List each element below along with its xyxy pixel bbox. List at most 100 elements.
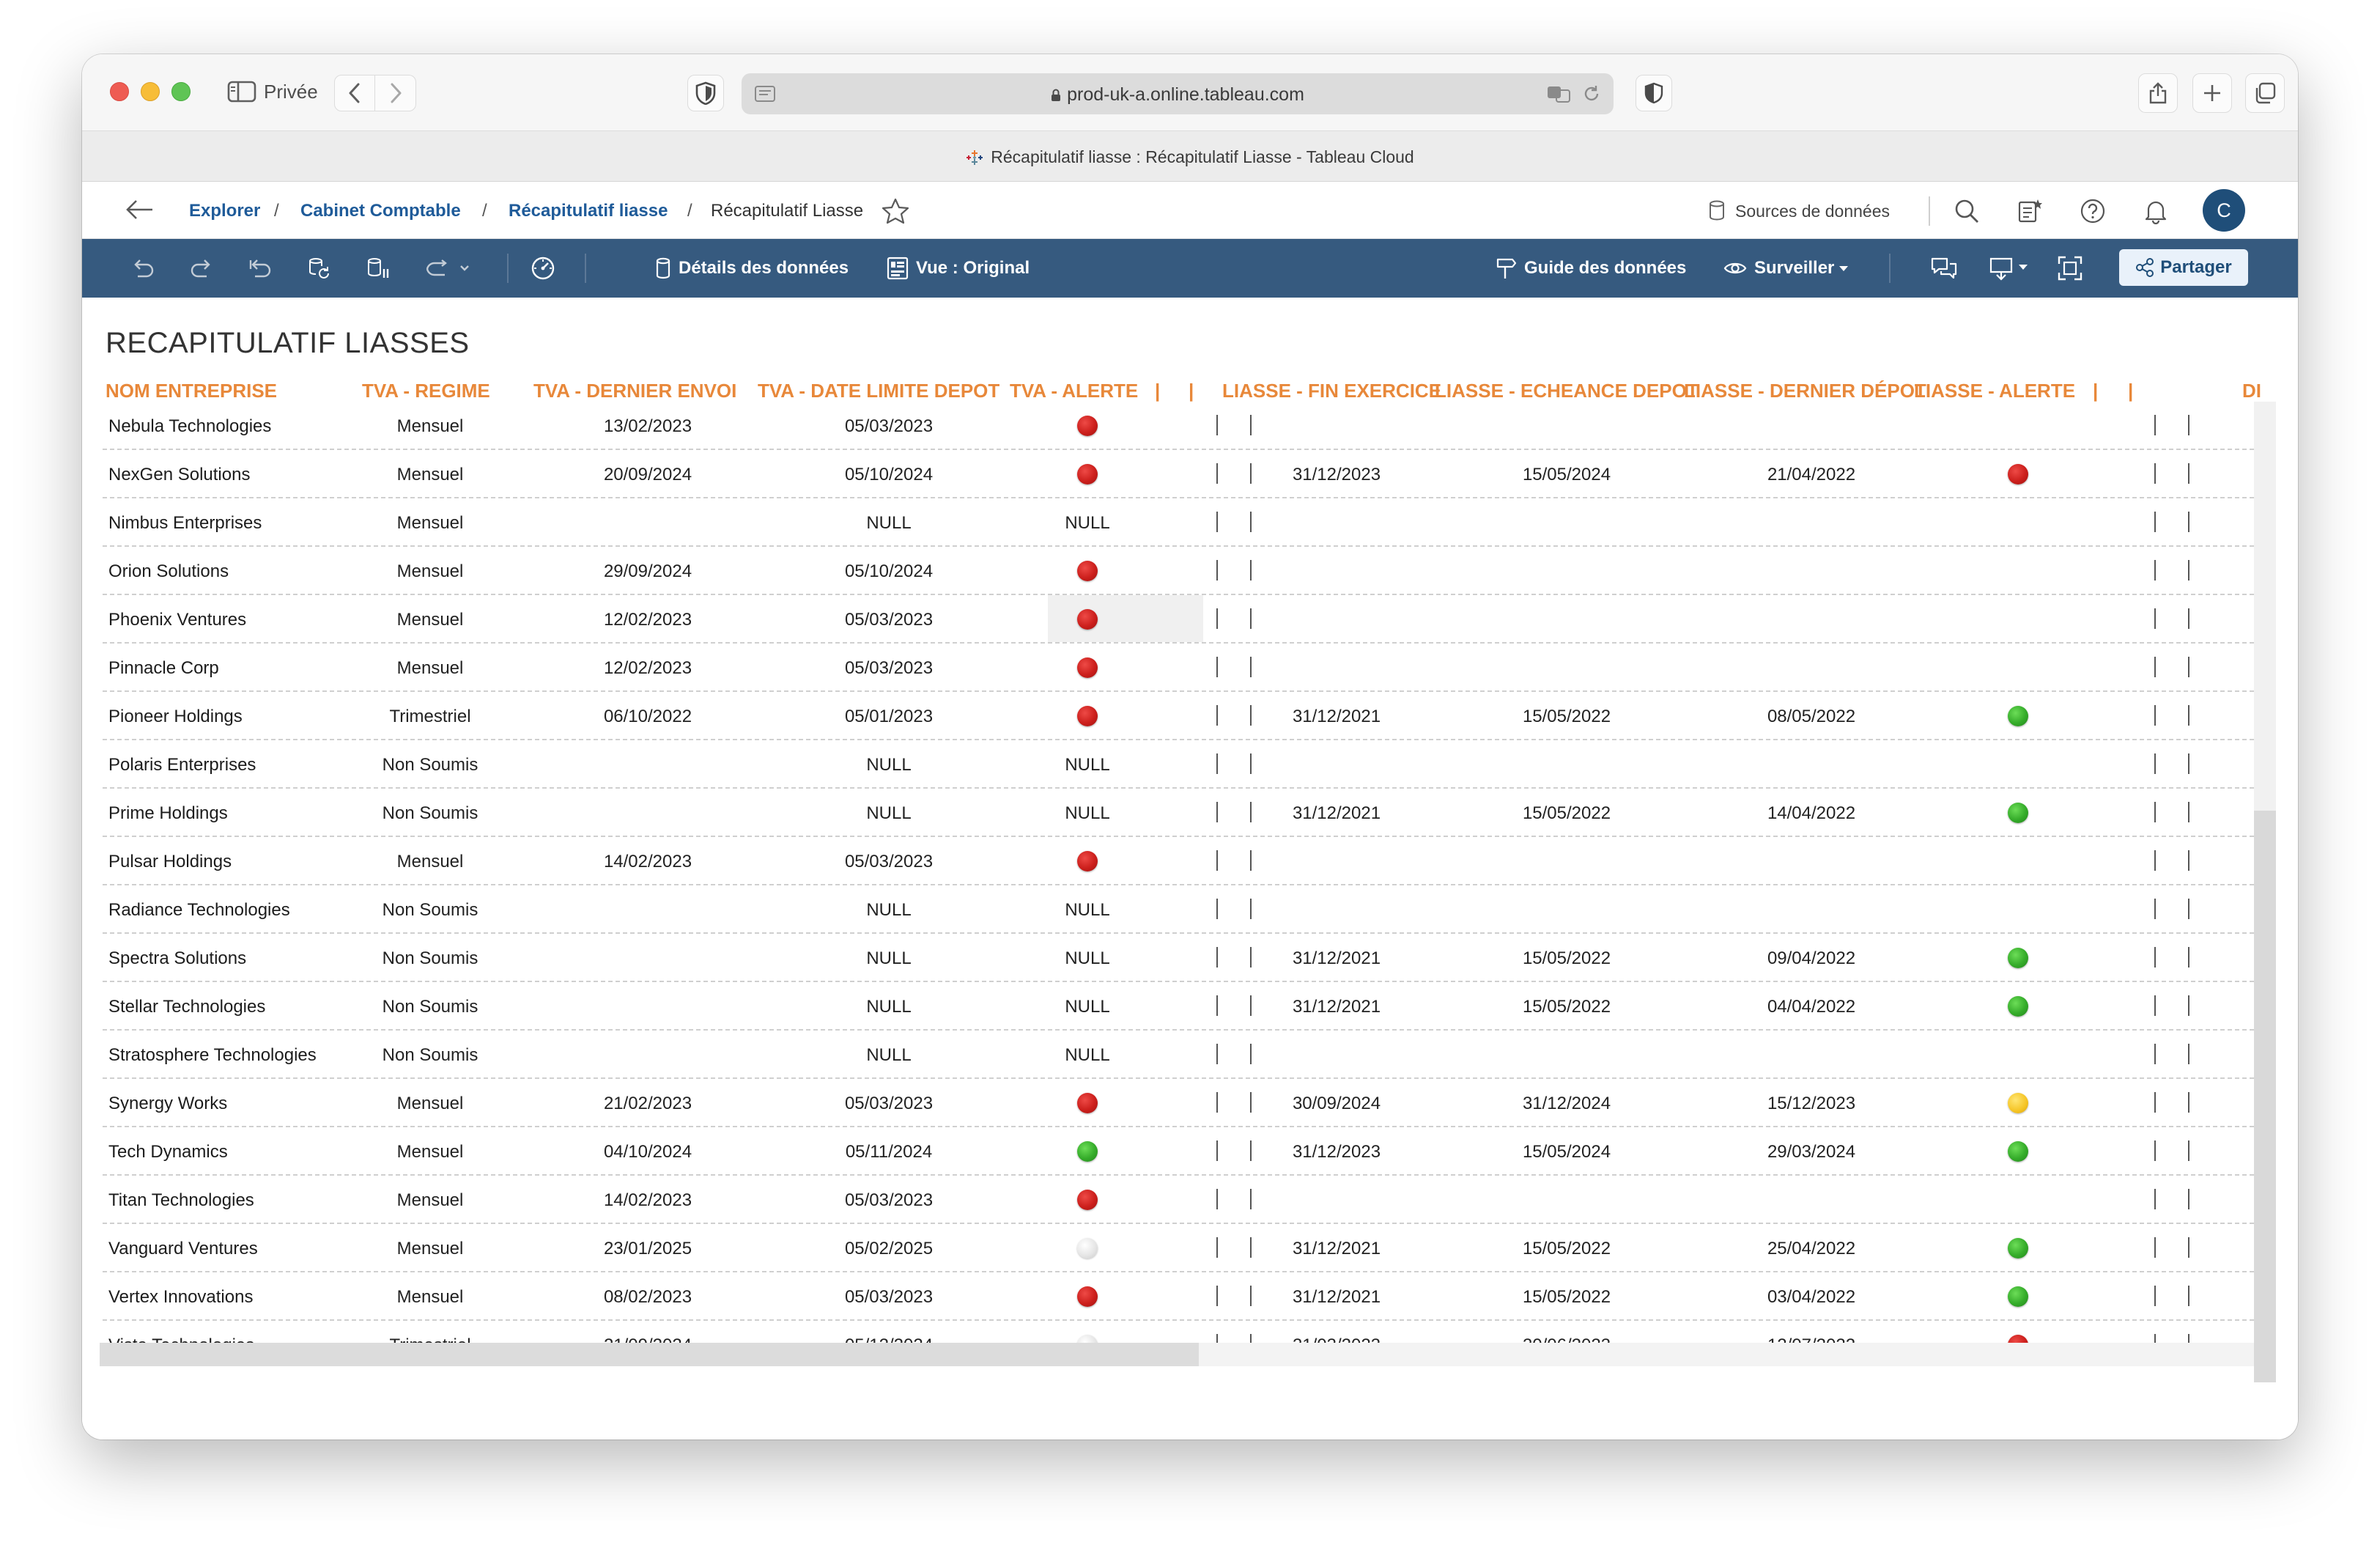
liasse-last-filing-cell[interactable]: 08/05/2022 (1767, 707, 1856, 726)
tva-alert-cell[interactable]: NULL (1065, 997, 1110, 1017)
liasse-fiscal-year-end-cell[interactable]: 30/09/2024 (1292, 1094, 1381, 1113)
column-header[interactable]: NOM ENTREPRISE (106, 380, 278, 402)
performance-gauge-icon[interactable] (528, 254, 558, 283)
address-bar[interactable]: prod-uk-a.online.tableau.com (742, 73, 1614, 114)
tva-alert-cell[interactable]: NULL (1065, 755, 1110, 775)
tva-alert-indicator-red[interactable] (1077, 561, 1098, 581)
liasse-due-date-cell[interactable]: 15/05/2022 (1522, 1287, 1611, 1307)
company-name-cell[interactable]: Stratosphere Technologies (108, 1045, 317, 1065)
company-name-cell[interactable]: Vertex Innovations (108, 1287, 254, 1307)
company-name-cell[interactable]: Tech Dynamics (108, 1142, 228, 1162)
column-header[interactable]: | (2093, 380, 2099, 402)
tva-last-sent-cell[interactable]: 21/02/2023 (603, 1094, 692, 1113)
column-header[interactable]: TVA - ALERTE (1010, 380, 1139, 402)
data-sources-link[interactable]: Sources de données (1735, 202, 1890, 221)
help-icon[interactable] (2077, 195, 2109, 227)
table-row[interactable]: Vertex Innovations Mensuel 08/02/2023 05/03… (103, 1272, 2254, 1321)
liasse-fiscal-year-end-cell[interactable]: 31/12/2021 (1292, 948, 1381, 968)
liasse-alert-indicator-red[interactable] (2008, 1335, 2028, 1343)
tva-regime-cell[interactable]: Mensuel (396, 1190, 464, 1210)
translate-icon[interactable] (1545, 82, 1574, 106)
fullscreen-icon[interactable] (2055, 254, 2085, 283)
tva-alert-indicator-red[interactable] (1077, 609, 1098, 630)
tva-alert-indicator-red[interactable] (1077, 851, 1098, 871)
company-name-cell[interactable]: Polaris Enterprises (108, 755, 256, 775)
tva-deadline-cell[interactable]: 05/11/2024 (845, 1142, 933, 1162)
user-avatar[interactable]: C (2203, 189, 2245, 232)
tva-alert-indicator-grey[interactable] (1077, 1238, 1098, 1258)
liasse-fiscal-year-end-cell[interactable]: 31/12/2021 (1292, 803, 1381, 823)
tva-alert-indicator-red[interactable] (1077, 706, 1098, 726)
liasse-fiscal-year-end-cell[interactable]: 31/12/2021 (1292, 1239, 1381, 1258)
tva-alert-cell[interactable]: NULL (1065, 803, 1110, 823)
refresh-data-icon[interactable] (303, 254, 334, 283)
liasse-fiscal-year-end-cell[interactable]: 31/12/2021 (1292, 1287, 1381, 1307)
tva-deadline-cell[interactable]: 05/10/2024 (844, 561, 934, 581)
content-blocker-icon[interactable] (1636, 75, 1672, 111)
tva-deadline-cell[interactable]: 05/03/2023 (844, 610, 934, 630)
liasse-alert-indicator-green[interactable] (2008, 803, 2028, 823)
tva-alert-indicator-red[interactable] (1077, 1286, 1098, 1307)
tva-deadline-cell[interactable]: 05/12/2024 (845, 1335, 933, 1343)
forward-icon[interactable] (375, 75, 416, 111)
column-header[interactable]: DI (2242, 380, 2261, 402)
tva-regime-cell[interactable]: Non Soumis (382, 997, 478, 1017)
tva-regime-cell[interactable]: Mensuel (396, 465, 464, 484)
table-row[interactable]: Pulsar Holdings Mensuel 14/02/2023 05/03/20… (103, 837, 2254, 885)
liasse-last-filing-cell[interactable]: 09/04/2022 (1767, 948, 1856, 968)
liasse-due-date-cell[interactable]: 15/05/2024 (1522, 1142, 1611, 1162)
tva-regime-cell[interactable]: Mensuel (396, 658, 464, 678)
reader-mode-icon[interactable] (752, 82, 778, 106)
tva-deadline-cell[interactable]: 05/10/2024 (844, 465, 934, 484)
company-name-cell[interactable]: Vanguard Ventures (108, 1239, 258, 1258)
table-row[interactable]: Synergy Works Mensuel 21/02/2023 05/03/2023… (103, 1079, 2254, 1127)
liasse-last-filing-cell[interactable]: 12/07/2022 (1767, 1335, 1855, 1343)
company-name-cell[interactable]: Pinnacle Corp (108, 658, 219, 678)
tva-regime-cell[interactable]: Mensuel (396, 561, 464, 581)
tva-deadline-cell[interactable]: 05/02/2025 (844, 1239, 934, 1258)
custom-views-icon[interactable] (2014, 195, 2046, 227)
favorite-star-icon[interactable] (881, 196, 910, 226)
liasse-last-filing-cell[interactable]: 25/04/2022 (1767, 1239, 1856, 1258)
new-tab-icon[interactable] (2192, 73, 2232, 113)
tva-regime-cell[interactable]: Trimestriel (389, 1335, 470, 1343)
table-row[interactable]: NexGen Solutions Mensuel 20/09/2024 05/10/2… (103, 450, 2254, 498)
table-row[interactable]: Phoenix Ventures Mensuel 12/02/2023 05/03/2… (103, 595, 2254, 644)
search-icon[interactable] (1951, 195, 1983, 227)
tva-last-sent-cell[interactable]: 04/10/2024 (603, 1142, 692, 1162)
company-name-cell[interactable]: NexGen Solutions (108, 465, 251, 484)
zoom-window-button[interactable] (171, 82, 191, 101)
table-row[interactable]: Polaris Enterprises Non Soumis NULL NULL (103, 740, 2254, 789)
liasse-last-filing-cell[interactable]: 14/04/2022 (1767, 803, 1856, 823)
tva-deadline-cell[interactable]: 05/03/2023 (844, 416, 934, 436)
liasse-due-date-cell[interactable]: 15/05/2024 (1522, 465, 1611, 484)
column-header[interactable]: TVA - REGIME (362, 380, 490, 402)
liasse-alert-indicator-green[interactable] (2008, 1238, 2028, 1258)
tva-deadline-cell[interactable]: NULL (866, 948, 912, 968)
liasse-alert-indicator-green[interactable] (2008, 996, 2028, 1017)
tva-last-sent-cell[interactable]: 14/02/2023 (603, 852, 692, 871)
tva-regime-cell[interactable]: Mensuel (396, 1287, 464, 1307)
vertical-scrollbar-thumb[interactable] (2254, 811, 2276, 1382)
liasse-due-date-cell[interactable]: 31/12/2024 (1522, 1094, 1611, 1113)
minimize-window-button[interactable] (141, 82, 160, 101)
breadcrumb-explorer[interactable]: Explorer (189, 201, 261, 221)
tva-deadline-cell[interactable]: 05/03/2023 (844, 1287, 934, 1307)
tva-alert-cell[interactable]: NULL (1065, 1045, 1110, 1065)
tva-regime-cell[interactable]: Mensuel (396, 1239, 464, 1258)
tva-last-sent-cell[interactable]: 21/09/2024 (604, 1335, 692, 1343)
revert-icon[interactable] (245, 254, 276, 283)
liasse-alert-indicator-yellow[interactable] (2008, 1093, 2028, 1113)
tva-regime-cell[interactable]: Non Soumis (382, 803, 478, 823)
table-row[interactable]: Nebula Technologies Mensuel 13/02/2023 05/0… (103, 402, 2254, 450)
tva-alert-indicator-red[interactable] (1077, 1190, 1098, 1210)
watch-dropdown-button[interactable]: Surveiller (1723, 255, 1849, 281)
pause-updates-icon[interactable] (362, 254, 393, 283)
tab-active[interactable]: Récapitulatif liasse : Récapitulatif Lia… (82, 147, 2298, 167)
tva-alert-indicator-green[interactable] (1077, 1141, 1098, 1162)
tva-last-sent-cell[interactable]: 29/09/2024 (603, 561, 692, 581)
view-original-button[interactable]: Vue : Original (887, 255, 1030, 281)
undo-icon[interactable] (128, 254, 158, 283)
table-row[interactable]: Vista Technologies Trimestriel 21/09/2024 0… (103, 1321, 2254, 1343)
tva-last-sent-cell[interactable]: 14/02/2023 (603, 1190, 692, 1210)
